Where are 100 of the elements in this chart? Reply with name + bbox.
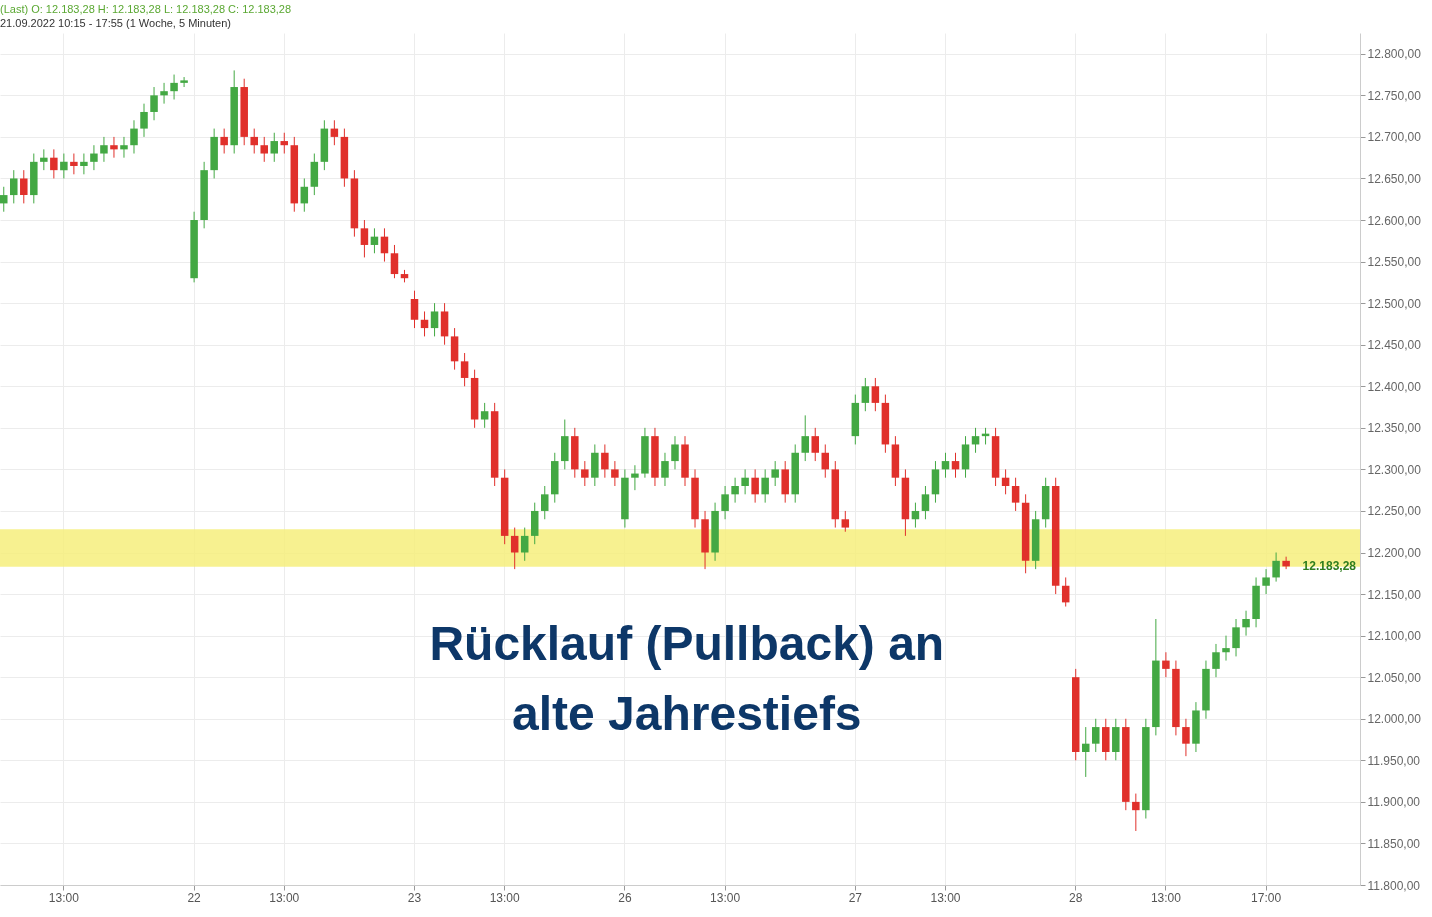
candlestick (601, 443, 609, 479)
candlestick (741, 468, 749, 495)
x-tick-label: 17:00 (1251, 890, 1282, 905)
candlestick (861, 377, 870, 412)
x-tick-label: 26 (618, 890, 632, 905)
candlestick (520, 527, 529, 562)
candlestick (1182, 718, 1190, 757)
candlestick (390, 244, 399, 279)
candlestick (1061, 576, 1070, 608)
x-tick-label: 13:00 (1150, 890, 1182, 905)
y-tick-label: 11.900,00 (1367, 795, 1421, 810)
candlestick (911, 502, 920, 529)
candlestick (540, 485, 549, 520)
candlestick (611, 460, 619, 487)
candlestick (10, 169, 18, 204)
y-tick-label: 12.350,00 (1367, 421, 1422, 436)
y-tick-label: 11.850,00 (1367, 836, 1421, 851)
y-tick-label: 12.400,00 (1367, 379, 1422, 394)
y-tick-label: 11.800,00 (1367, 878, 1421, 893)
candlestick (20, 169, 28, 204)
candlestick (1212, 643, 1220, 678)
candlestick (1272, 552, 1280, 583)
y-tick-label: 12.700,00 (1367, 130, 1422, 145)
candlestick (761, 468, 769, 504)
candlestick (1242, 610, 1250, 637)
candlestick (581, 460, 589, 487)
y-tick-label: 12.200,00 (1367, 546, 1422, 561)
candlestick (280, 132, 289, 155)
candlestick (420, 310, 429, 337)
candlestick (140, 103, 148, 138)
candlestick (0, 186, 8, 213)
y-tick-label: 11.950,00 (1367, 753, 1421, 768)
candlestick (510, 527, 519, 570)
candlestick (951, 452, 960, 479)
candlestick (370, 227, 379, 254)
y-tick-label: 12.600,00 (1367, 213, 1422, 228)
x-tick-label: 13:00 (930, 890, 961, 905)
annotation: Rücklauf (Pullback) an alte Jahrestiefs (429, 617, 945, 741)
annotation: 12.183,28 (1302, 559, 1357, 574)
candlestick (250, 128, 258, 155)
candlestick (821, 443, 830, 479)
candlestick (430, 302, 439, 337)
candlestick (90, 144, 98, 171)
x-tick-label: 13:00 (710, 890, 741, 905)
x-tick-label: 13:00 (269, 890, 300, 905)
candlestick (170, 74, 178, 100)
chart-subtitle: 21.09.2022 10:15 - 17:55 (1 Woche, 5 Minuten) (0, 17, 231, 29)
candlestick (120, 136, 128, 159)
y-tick-label: 12.550,00 (1367, 255, 1422, 270)
candlestick (871, 377, 880, 412)
x-tick-label: 22 (187, 890, 202, 905)
x-tick-label: 27 (848, 890, 863, 905)
candlestick (841, 510, 850, 533)
candlestick (220, 128, 228, 155)
candlestick (1001, 468, 1010, 495)
candlestick (380, 227, 389, 263)
chart-title: (Last) O: 12.183,28 H: 12.183,28 L: 12.183,28 C: 12.183,28 (0, 3, 292, 15)
x-tick-label: 28 (1069, 890, 1083, 905)
candlestick (631, 464, 639, 491)
candlestick (731, 477, 739, 504)
y-tick-label: 12.800,00 (1367, 47, 1422, 62)
candlestick (661, 452, 669, 487)
candlestick (70, 153, 78, 175)
candlestick (811, 427, 820, 462)
candlestick (941, 452, 950, 479)
candlestick (1282, 556, 1290, 570)
y-tick-label: 12.150,00 (1367, 587, 1422, 602)
candlestick (80, 153, 88, 175)
candlestick (40, 148, 48, 171)
x-tick-label: 13:00 (489, 890, 521, 905)
candlestick (50, 148, 58, 179)
candlestick (801, 414, 809, 462)
y-tick-label: 12.000,00 (1367, 712, 1422, 727)
candlestick (1222, 635, 1230, 662)
candlestick (671, 435, 679, 470)
y-tick-label: 12.100,00 (1367, 629, 1422, 644)
y-tick-label: 12.250,00 (1367, 504, 1422, 519)
candlestick (1162, 651, 1170, 678)
y-tick-label: 12.500,00 (1367, 296, 1422, 311)
candlestick (110, 136, 118, 159)
candlestick (921, 485, 930, 520)
x-tick-label: 23 (407, 890, 422, 905)
candlestick (60, 153, 68, 179)
y-tick-label: 12.450,00 (1367, 338, 1422, 353)
candlestick (360, 219, 369, 258)
candlestick (1262, 568, 1270, 595)
y-tick-label: 12.050,00 (1367, 670, 1422, 685)
candlestick (180, 76, 188, 88)
candlestick (721, 485, 729, 520)
candlestick (130, 119, 138, 155)
candlestick (150, 86, 158, 121)
candlestick (300, 177, 309, 213)
candlestick (1132, 793, 1140, 832)
candlestick (1092, 718, 1100, 753)
candlestick (751, 468, 759, 504)
y-tick-label: 12.300,00 (1367, 462, 1422, 477)
candlestick (260, 136, 268, 163)
candlestick (1011, 477, 1020, 512)
candlestick (1232, 618, 1240, 657)
candlestick (270, 132, 279, 163)
